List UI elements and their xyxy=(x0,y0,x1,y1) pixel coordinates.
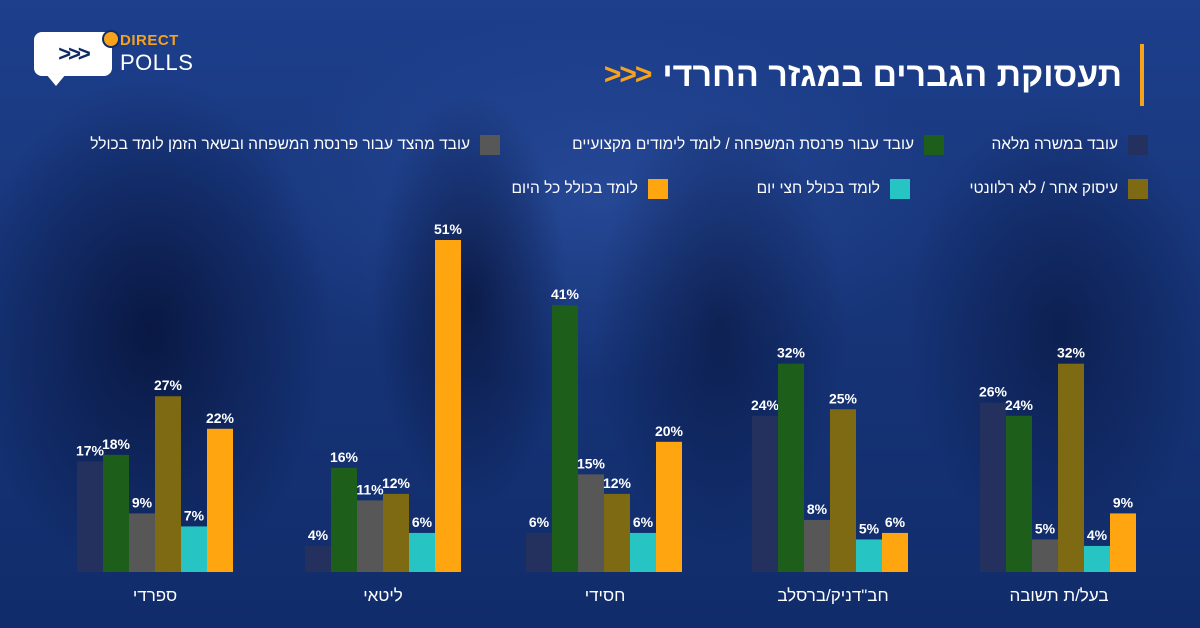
bar-4-3 xyxy=(1058,363,1084,572)
legend-item-other: עיסוק אחר / לא רלוונטי xyxy=(970,178,1148,200)
bar-1-5 xyxy=(435,240,461,572)
data-label-0-2: 9% xyxy=(132,494,153,510)
data-label-2-0: 6% xyxy=(529,514,550,530)
legend-item-half-day-kollel: לומד בכולל חצי יום xyxy=(757,178,910,200)
legend-item-full-time: עובד במשרה מלאה xyxy=(991,134,1148,156)
bar-4-4 xyxy=(1084,545,1110,572)
data-label-2-4: 6% xyxy=(633,514,654,530)
bar-0-0 xyxy=(77,461,103,572)
bar-0-4 xyxy=(181,526,207,572)
speech-tail-icon xyxy=(46,74,66,86)
legend-label: לומד בכולל כל היום xyxy=(511,180,638,197)
legend-swatch xyxy=(890,179,910,199)
legend-swatch xyxy=(648,179,668,199)
legend-item-full-day-kollel: לומד בכולל כל היום xyxy=(511,178,668,200)
data-label-1-5: 51% xyxy=(434,221,463,237)
bar-3-3 xyxy=(830,409,856,572)
legend-swatch xyxy=(480,135,500,155)
data-label-1-3: 12% xyxy=(382,475,411,491)
page-title: תעסוקת הגברים במגזר החרדי xyxy=(662,55,1122,94)
data-label-4-5: 9% xyxy=(1113,494,1134,510)
data-label-4-0: 26% xyxy=(979,384,1008,400)
data-label-0-3: 27% xyxy=(154,377,183,393)
bar-1-3 xyxy=(383,493,409,572)
data-label-0-4: 7% xyxy=(184,507,205,523)
logo-text-polls: POLLS xyxy=(120,50,194,75)
data-label-3-2: 8% xyxy=(807,501,828,517)
data-label-2-3: 12% xyxy=(603,475,632,491)
bar-4-0 xyxy=(980,402,1006,572)
legend-swatch xyxy=(1128,179,1148,199)
direct-polls-logo: >>> DIRECT POLLS xyxy=(34,30,193,90)
bar-3-0 xyxy=(752,415,778,572)
data-label-4-3: 32% xyxy=(1057,345,1086,361)
data-label-3-5: 6% xyxy=(885,514,906,530)
bar-1-4 xyxy=(409,532,435,572)
chevrons-icon: >>> xyxy=(34,32,112,76)
data-label-1-1: 16% xyxy=(330,449,359,465)
data-label-2-1: 41% xyxy=(551,286,580,302)
data-label-1-4: 6% xyxy=(412,514,433,530)
bar-4-2 xyxy=(1032,539,1058,572)
bar-0-1 xyxy=(103,454,129,572)
legend-item-side-work: עובד מהצד עבור פרנסת המשפחה ובשאר הזמן ל… xyxy=(90,134,500,156)
data-label-4-4: 4% xyxy=(1087,527,1108,543)
legend-label: עיסוק אחר / לא רלוונטי xyxy=(969,180,1118,197)
legend-swatch xyxy=(1128,135,1148,155)
data-label-1-0: 4% xyxy=(308,527,329,543)
data-label-3-4: 5% xyxy=(859,520,880,536)
bar-3-5 xyxy=(882,532,908,572)
legend-label: לומד בכולל חצי יום xyxy=(756,180,880,197)
legend-label: עובד עבור פרנסת המשפחה / לומד לימודים מק… xyxy=(572,136,914,153)
data-label-2-5: 20% xyxy=(655,423,684,439)
data-label-2-2: 15% xyxy=(577,455,606,471)
bar-3-1 xyxy=(778,363,804,572)
bar-2-3 xyxy=(604,493,630,572)
data-label-4-2: 5% xyxy=(1035,520,1056,536)
bar-2-0 xyxy=(526,532,552,572)
logo-dot-icon xyxy=(102,30,120,48)
data-label-3-3: 25% xyxy=(829,390,858,406)
bar-4-5 xyxy=(1110,513,1136,572)
data-label-1-2: 11% xyxy=(356,481,384,497)
data-label-0-5: 22% xyxy=(206,410,235,426)
title-arrows-icon: >>> xyxy=(603,58,653,91)
data-label-3-0: 24% xyxy=(751,397,780,413)
category-label-hasidic: חסידי xyxy=(584,586,626,605)
bar-1-1 xyxy=(331,467,357,572)
bar-2-1 xyxy=(552,305,578,572)
bar-0-2 xyxy=(129,513,155,572)
data-label-0-0: 17% xyxy=(76,442,105,458)
legend-label: עובד מהצד עבור פרנסת המשפחה ובשאר הזמן ל… xyxy=(90,136,470,153)
data-label-4-1: 24% xyxy=(1005,397,1034,413)
bar-3-4 xyxy=(856,539,882,572)
bar-3-2 xyxy=(804,519,830,572)
data-label-0-1: 18% xyxy=(102,436,131,452)
bar-1-0 xyxy=(305,545,331,572)
legend-item-work-or-study: עובד עבור פרנסת המשפחה / לומד לימודים מק… xyxy=(572,134,944,156)
data-label-3-1: 32% xyxy=(777,345,806,361)
legend-label: עובד במשרה מלאה xyxy=(991,136,1118,153)
category-label-chabad-breslov: חב"דניק/ברסלב xyxy=(777,586,889,605)
bar-4-1 xyxy=(1006,415,1032,572)
bar-2-4 xyxy=(630,532,656,572)
bar-1-2 xyxy=(357,500,383,572)
logo-text-direct: DIRECT xyxy=(120,32,179,49)
bar-2-5 xyxy=(656,441,682,572)
legend-swatch xyxy=(924,135,944,155)
category-label-baal-teshuva: בעל/ת תשובה xyxy=(1009,586,1109,605)
category-label-sephardi: ספרדי xyxy=(132,586,178,605)
bar-0-3 xyxy=(155,396,181,572)
category-label-litvish: ליטאי xyxy=(363,586,403,605)
title-block: תעסוקת הגברים במגזר החרדי >>> xyxy=(604,44,1144,106)
bar-0-5 xyxy=(207,428,233,572)
bar-2-2 xyxy=(578,474,604,572)
